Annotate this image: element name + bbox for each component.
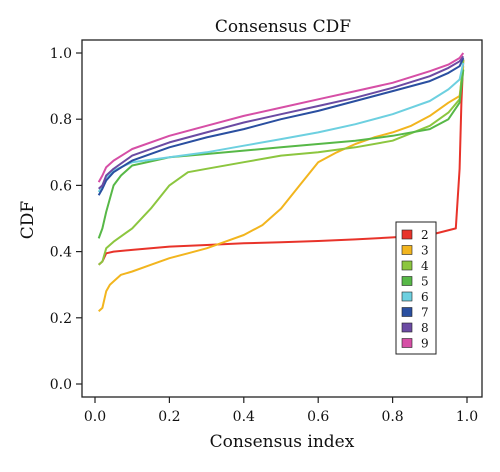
legend-label-4: 4 (421, 259, 429, 273)
x-tick-label: 0.2 (158, 409, 180, 425)
legend-swatch-4 (401, 260, 413, 271)
legend: 2 34 56 78 9 (395, 221, 437, 355)
legend-box (395, 221, 437, 355)
series-line-8 (98, 55, 465, 190)
legend-swatch-9 (401, 338, 413, 348)
legend-swatch-6 (401, 291, 413, 302)
y-tick-label: 0.6 (50, 178, 72, 194)
legend-swatch-8 (401, 322, 413, 333)
y-tick-label: 1.0 (50, 46, 72, 62)
legend-swatch-7 (401, 307, 413, 317)
x-tick-label: 0.8 (381, 409, 403, 425)
x-axis-label: Consensus index (210, 432, 355, 452)
series-line-7 (97, 57, 465, 196)
x-axis: 0.0 0.2 0.4 0.6 0.8 1.0 (84, 397, 478, 425)
y-tick-label: 0.8 (50, 112, 72, 128)
y-tick-label: 0.4 (50, 245, 72, 261)
x-tick-label: 0.0 (84, 409, 106, 425)
series-lines (97, 52, 465, 312)
legend-label-6: 6 (421, 290, 429, 304)
legend-swatch-5 (401, 276, 413, 286)
plot-frame (81, 39, 483, 398)
y-axis-label: CDF (18, 201, 38, 240)
x-tick-label: 1.0 (456, 409, 478, 425)
x-tick-label: 0.4 (233, 409, 255, 425)
series-line-4 (98, 59, 465, 266)
series-line-9 (97, 52, 465, 183)
legend-swatch-2 (401, 229, 413, 240)
series-line-6 (97, 62, 465, 193)
series-line-3 (98, 66, 465, 312)
y-axis: 0.0 0.2 0.4 0.6 0.8 1.0 (50, 46, 82, 393)
legend-label-9: 9 (421, 337, 429, 351)
legend-label-5: 5 (421, 275, 429, 289)
legend-label-3: 3 (421, 244, 429, 258)
legend-label-2: 2 (421, 228, 429, 242)
y-tick-label: 0.0 (50, 377, 72, 393)
legend-label-8: 8 (421, 321, 429, 335)
chart-title: Consensus CDF (215, 17, 351, 37)
legend-swatch-3 (401, 245, 413, 255)
series-line-5 (97, 69, 465, 239)
y-tick-label: 0.2 (50, 311, 72, 327)
series-line-2 (98, 59, 465, 266)
x-tick-label: 0.6 (307, 409, 329, 425)
legend-label-7: 7 (421, 306, 429, 320)
